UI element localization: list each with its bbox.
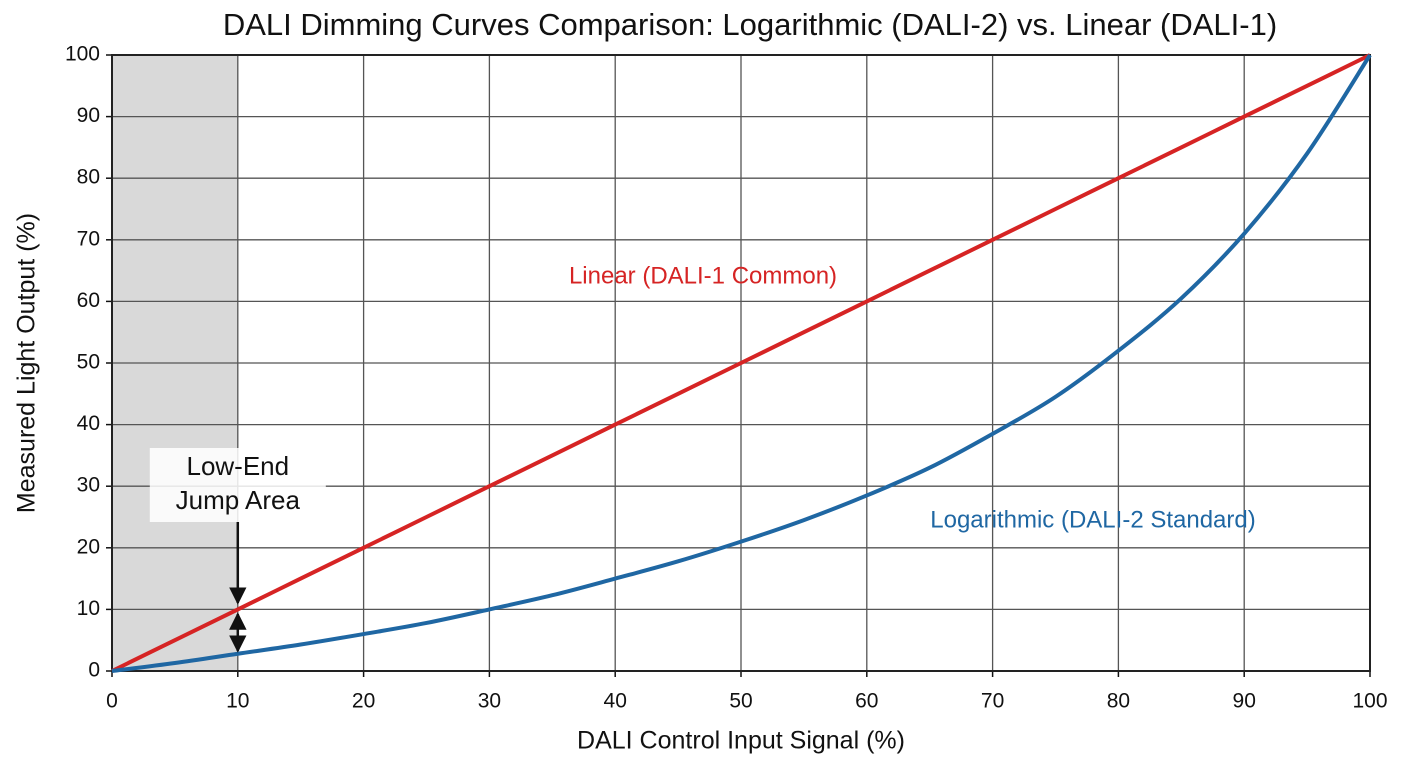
y-tick-label: 50 <box>77 351 100 374</box>
y-tick-label: 0 <box>88 659 100 682</box>
x-tick-label: 20 <box>352 690 375 713</box>
y-tick-label: 60 <box>77 289 100 312</box>
x-tick-label: 30 <box>478 690 501 713</box>
x-tick-label: 10 <box>226 690 249 713</box>
annotation-text: Jump Area <box>176 485 301 515</box>
y-tick-label: 20 <box>77 535 100 558</box>
x-tick-label: 70 <box>981 690 1004 713</box>
series-label: Linear (DALI-1 Common) <box>569 262 837 289</box>
y-tick-label: 70 <box>77 227 100 250</box>
y-tick-label: 30 <box>77 474 100 497</box>
annotation-bg <box>149 448 326 522</box>
x-tick-label: 100 <box>1352 690 1387 713</box>
y-tick-label: 40 <box>77 412 100 435</box>
x-tick-label: 50 <box>729 690 752 713</box>
plot-frame <box>111 54 1371 672</box>
annotation-text: Low-End <box>186 451 289 481</box>
x-tick-label: 60 <box>855 690 878 713</box>
y-tick-label: 100 <box>65 43 100 66</box>
series-label: Logarithmic (DALI-2 Standard) <box>930 506 1255 533</box>
y-tick-label: 10 <box>77 597 100 620</box>
x-tick-label: 80 <box>1107 690 1130 713</box>
y-axis-label: Measured Light Output (%) <box>13 213 41 513</box>
x-tick-label: 0 <box>106 690 118 713</box>
series-line <box>111 53 1371 673</box>
x-tick-label: 90 <box>1233 690 1256 713</box>
x-tick-label: 40 <box>604 690 627 713</box>
y-tick-label: 90 <box>77 104 100 127</box>
y-tick-label: 80 <box>77 166 100 189</box>
chart-title: DALI Dimming Curves Comparison: Logarith… <box>223 7 1277 42</box>
series-line <box>111 53 1372 673</box>
x-axis-label: DALI Control Input Signal (%) <box>577 727 905 755</box>
